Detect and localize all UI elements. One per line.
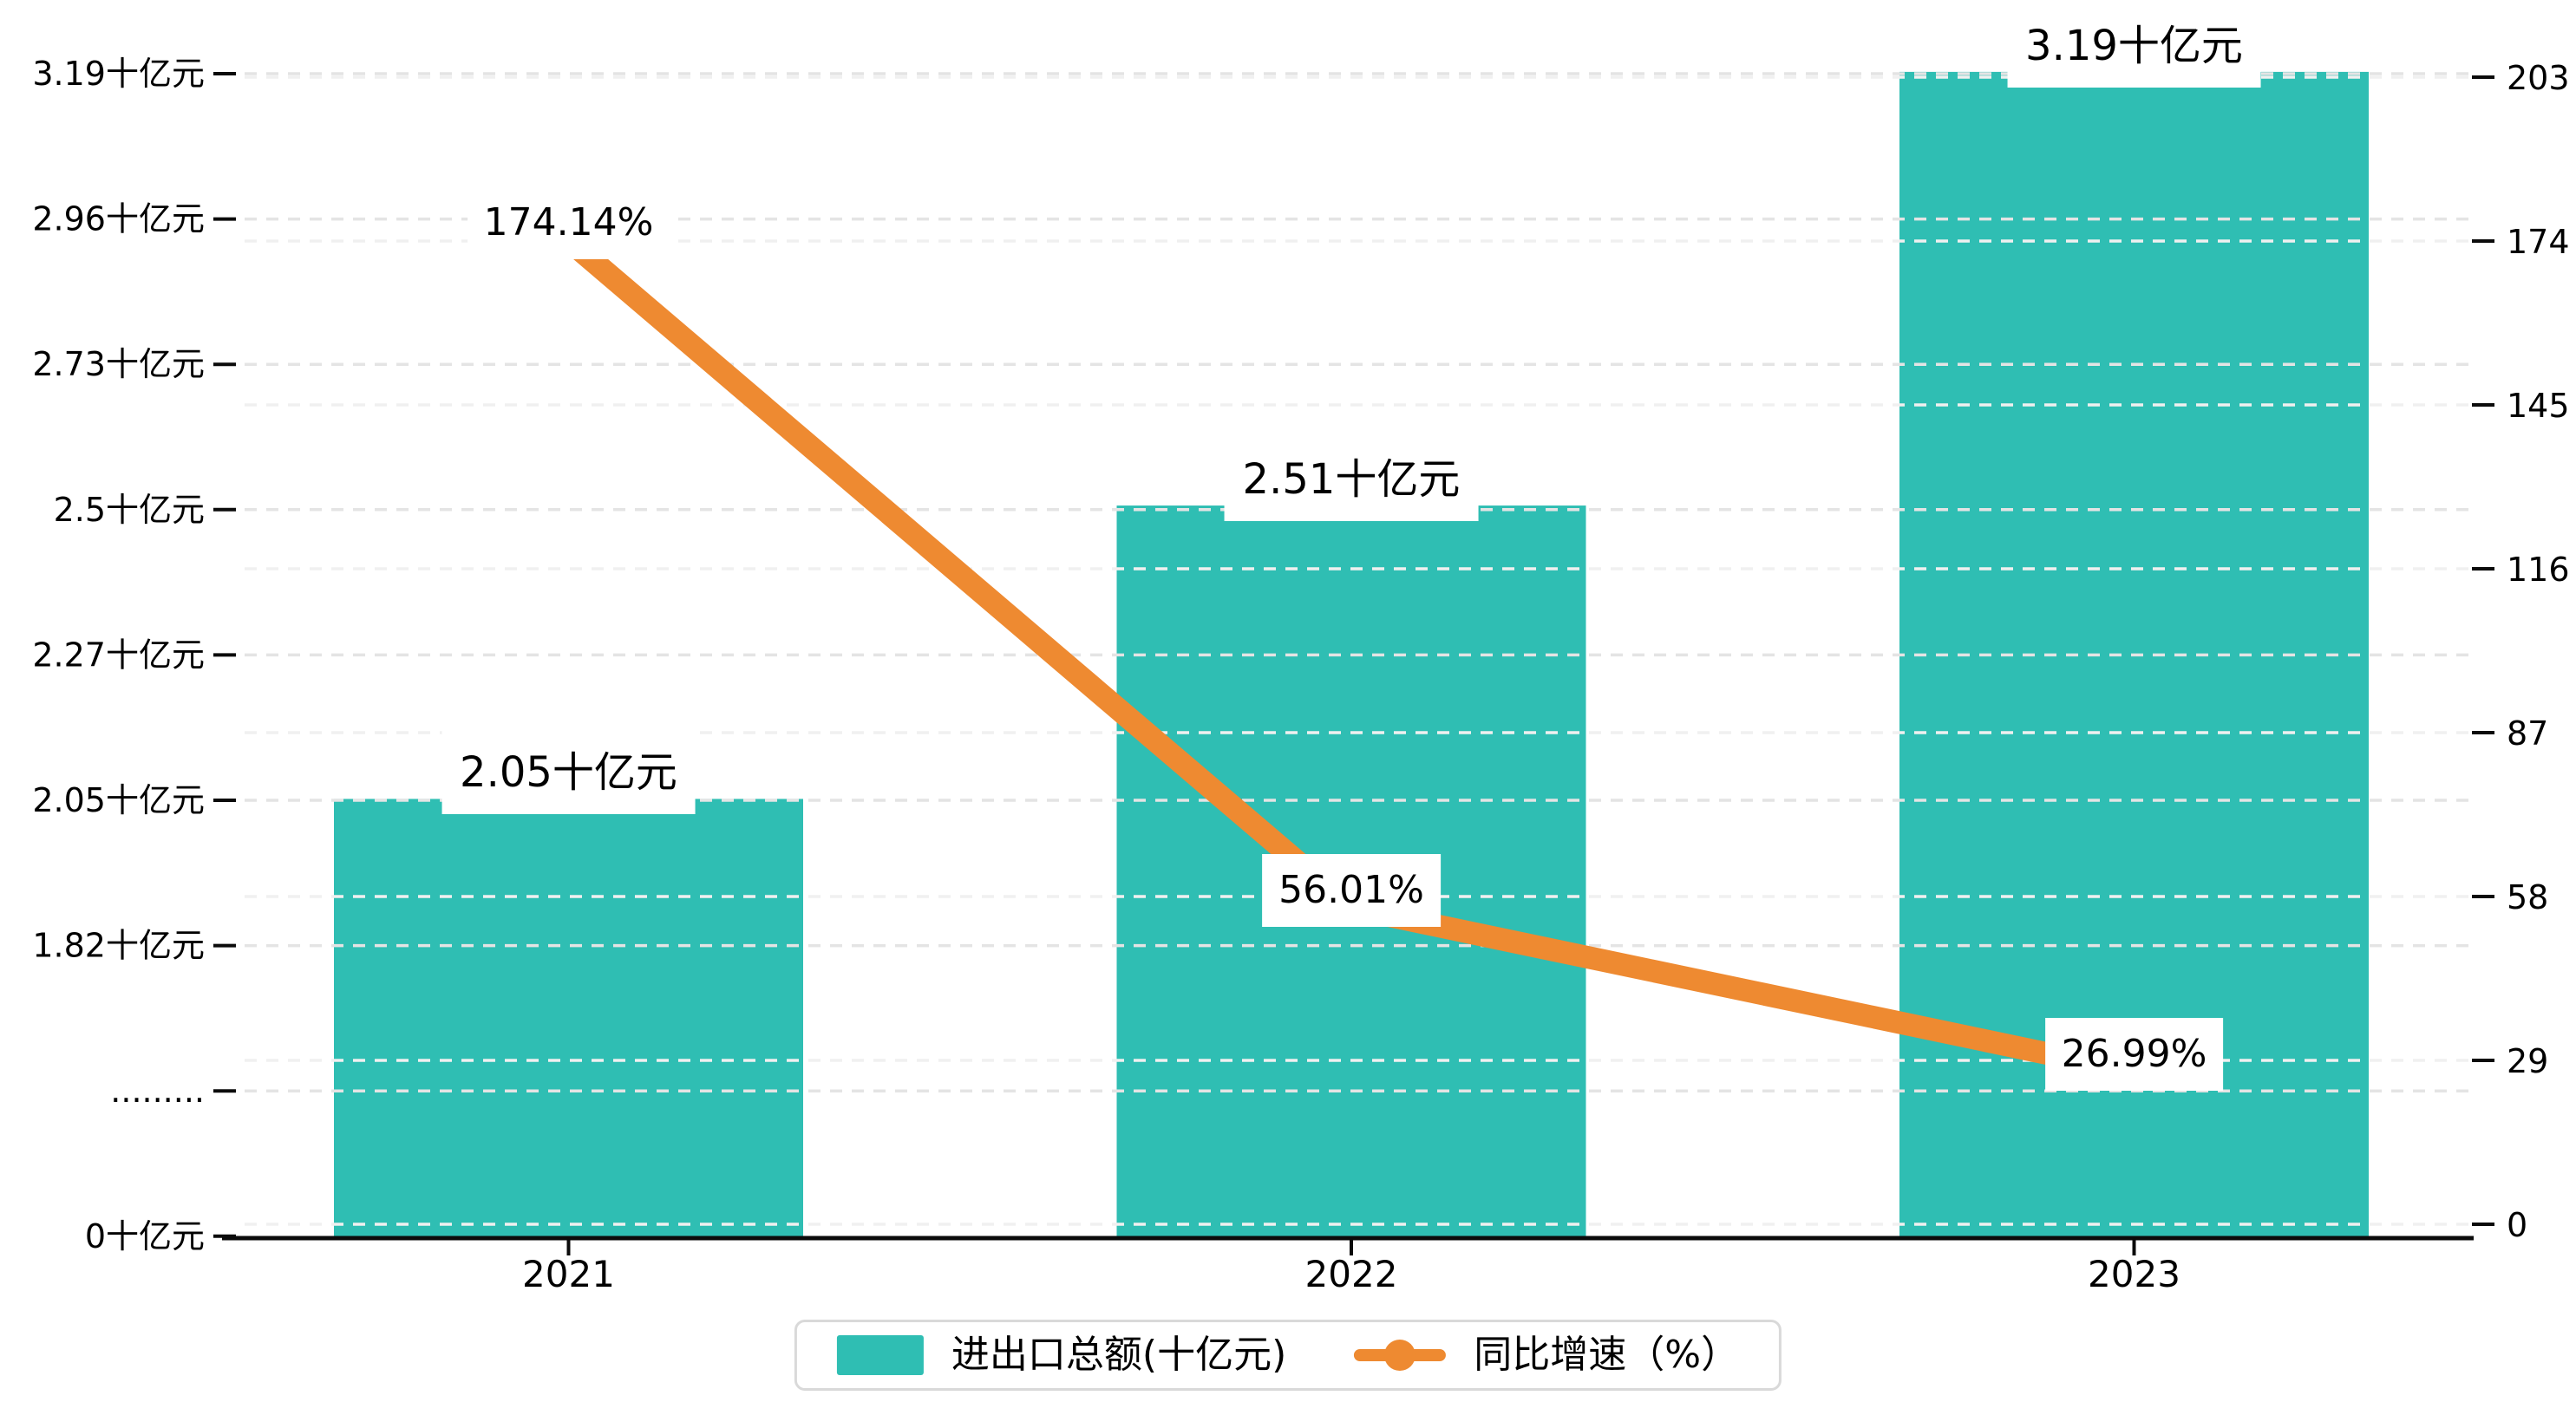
right-axis-tick-label: 87 xyxy=(2507,714,2548,753)
left-axis-tick-label: 0十亿元 xyxy=(85,1217,205,1255)
growth-value-label-2021: 174.14% xyxy=(467,186,670,260)
line-dot-icon xyxy=(1354,1335,1447,1375)
left-axis-tick-label: 1.82十亿元 xyxy=(32,927,205,965)
left-axis-tick-label: 3.19十亿元 xyxy=(32,55,205,93)
right-axis-tick-label: 29 xyxy=(2507,1042,2548,1080)
right-axis-tick-label: 0 xyxy=(2507,1206,2527,1244)
legend: 进出口总额(十亿元) 同比增速（%） xyxy=(794,1320,1782,1391)
bar-value-label-2021: 2.05十亿元 xyxy=(441,731,696,815)
left-axis-tick-label: 2.5十亿元 xyxy=(54,491,205,529)
right-axis-tick-label: 116 xyxy=(2507,551,2570,589)
right-axis-tick-label: 145 xyxy=(2507,387,2570,425)
growth-value-label-2022: 56.01% xyxy=(1262,853,1441,927)
bar-value-label-2022: 2.51十亿元 xyxy=(1224,438,1479,522)
right-axis-tick-label: 203 xyxy=(2507,59,2570,97)
growth-value-label-2023: 26.99% xyxy=(2044,1018,2224,1092)
left-axis-tick-label: 2.73十亿元 xyxy=(32,345,205,383)
x-axis-label-2021: 2021 xyxy=(522,1253,615,1295)
bar-2021[interactable] xyxy=(334,799,803,1236)
right-axis-tick-label: 58 xyxy=(2507,878,2548,916)
legend-label-line-series: 同比增速（%） xyxy=(1474,1333,1740,1377)
left-axis-tick-label: ......... xyxy=(110,1072,205,1110)
left-axis-tick-label: 2.27十亿元 xyxy=(32,636,205,674)
x-axis-label-2022: 2022 xyxy=(1305,1253,1398,1295)
legend-item-line-series[interactable]: 同比增速（%） xyxy=(1354,1335,1739,1375)
left-axis-tick-label: 2.05十亿元 xyxy=(32,781,205,819)
left-axis-tick-label: 2.96十亿元 xyxy=(32,200,205,238)
bar-swatch-icon xyxy=(836,1335,924,1375)
x-axis-label-2023: 2023 xyxy=(2088,1253,2180,1295)
bar-value-label-2023: 3.19十亿元 xyxy=(2007,3,2261,88)
right-axis-tick-label: 174 xyxy=(2507,223,2570,261)
legend-label-bar-series: 进出口总额(十亿元) xyxy=(951,1333,1287,1377)
legend-item-bar-series[interactable]: 进出口总额(十亿元) xyxy=(836,1333,1287,1377)
